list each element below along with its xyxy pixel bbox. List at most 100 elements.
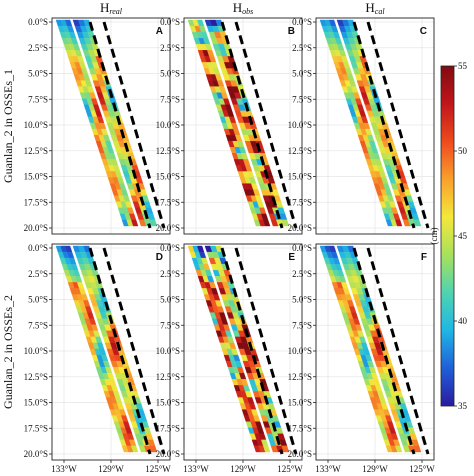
lat-tick-label: 12.5°S — [156, 146, 180, 156]
lat-tick-label: 2.5°S — [28, 269, 48, 279]
lat-tick-label: 20.0°S — [156, 449, 180, 459]
panel-letter: F — [421, 252, 427, 263]
title-subscript: obs — [242, 7, 253, 16]
swath-cell — [413, 219, 422, 227]
colorbar-tick-label: 50 — [458, 146, 468, 156]
lat-tick-label: 2.5°S — [28, 43, 48, 53]
swath-cell — [413, 445, 422, 453]
lat-tick-label: 17.5°S — [156, 197, 180, 207]
lat-tick-label: 5.0°S — [292, 295, 312, 305]
lat-tick-label: 5.0°S — [160, 295, 180, 305]
track-dashed-line — [234, 21, 298, 229]
track-dashed-line — [88, 21, 152, 229]
lat-tick-label: 0.0°S — [160, 243, 180, 253]
lat-tick-label: 5.0°S — [28, 69, 48, 79]
track-dashed-line — [366, 21, 430, 229]
lat-tick-label: 10.0°S — [24, 120, 48, 130]
lat-tick-label: 10.0°S — [24, 346, 48, 356]
panel-f: F 0.0°S 2.5°S 5.0°S 7.5°S 10.0°S 12.5°S 15.0°S 1… — [288, 243, 436, 474]
title-main: H — [365, 0, 374, 15]
lon-tick-label: 125°W — [277, 464, 303, 474]
colorbar-tick-label: 40 — [458, 316, 468, 326]
column-titles: Hreal Hobs Hcal — [100, 0, 385, 16]
lat-tick-label: 2.5°S — [292, 269, 312, 279]
swath-cell — [281, 219, 290, 227]
colorbar-tick-label: 35 — [458, 401, 468, 411]
lat-tick-label: 2.5°S — [160, 43, 180, 53]
lat-tick-label: 17.5°S — [24, 423, 48, 433]
lat-tick-label: 17.5°S — [156, 423, 180, 433]
lat-tick-label: 10.0°S — [288, 120, 312, 130]
lat-tick-label: 15.0°S — [156, 398, 180, 408]
lon-tick-label: 129°W — [362, 464, 388, 474]
lat-tick-label: 10.0°S — [156, 120, 180, 130]
colorbar-bar — [440, 65, 455, 407]
row-label: Guanlan_2 in OSSEs_2 — [1, 295, 15, 409]
column-title: Hobs — [233, 0, 254, 16]
panel-frame — [315, 17, 435, 235]
swath-cell — [395, 445, 403, 453]
row-label: Guanlan_2 in OSSEs_1 — [1, 69, 15, 183]
lat-tick-label: 7.5°S — [160, 94, 180, 104]
panel-grid: A 0.0°S 2.5°S 5.0°S 7.5°S 10.0°S 12.5°S 15.0°S 1… — [24, 17, 436, 474]
swath-cell — [149, 445, 158, 453]
lon-tick-label: 125°W — [409, 464, 435, 474]
lat-tick-label: 0.0°S — [28, 17, 48, 27]
panel-letter: C — [420, 26, 427, 37]
lat-tick-label: 17.5°S — [24, 197, 48, 207]
lat-tick-label: 20.0°S — [24, 223, 48, 233]
lon-tick-label: 125°W — [145, 464, 171, 474]
lat-tick-label: 15.0°S — [288, 398, 312, 408]
panel-letter: B — [288, 26, 295, 37]
lat-tick-label: 20.0°S — [288, 449, 312, 459]
lat-tick-label: 7.5°S — [28, 94, 48, 104]
panel-a: A 0.0°S 2.5°S 5.0°S 7.5°S 10.0°S 12.5°S 15.0°S 1… — [24, 17, 171, 235]
lon-tick-label: 133°W — [315, 464, 341, 474]
lon-tick-label: 133°W — [51, 464, 77, 474]
title-subscript: real — [109, 7, 122, 16]
swath-cell — [281, 445, 290, 453]
lat-tick-label: 2.5°S — [292, 43, 312, 53]
lat-tick-label: 20.0°S — [288, 223, 312, 233]
row-labels: Guanlan_2 in OSSEs_1 Guanlan_2 in OSSEs_2 — [1, 69, 15, 409]
lat-tick-label: 12.5°S — [288, 372, 312, 382]
lat-tick-label: 0.0°S — [292, 17, 312, 27]
column-title: Hreal — [100, 0, 123, 16]
panel-c: C 0.0°S 2.5°S 5.0°S 7.5°S 10.0°S 12.5°S 15.0°S 1… — [288, 17, 435, 235]
lon-tick-label: 133°W — [183, 464, 209, 474]
lat-tick-label: 7.5°S — [28, 320, 48, 330]
lat-tick-label: 12.5°S — [24, 146, 48, 156]
colorbar-tick-label: 45 — [458, 231, 468, 241]
track-dashed-line — [102, 21, 166, 229]
lon-tick-label: 129°W — [230, 464, 256, 474]
lat-tick-label: 15.0°S — [288, 172, 312, 182]
panel-letter: E — [288, 252, 295, 263]
lat-tick-label: 15.0°S — [24, 398, 48, 408]
swath-cell — [131, 445, 139, 453]
lat-tick-label: 17.5°S — [288, 197, 312, 207]
panel-letter: D — [156, 252, 163, 263]
title-main: H — [100, 0, 109, 15]
colorbar-tick-label: 55 — [458, 61, 468, 71]
panel-letter: A — [156, 26, 163, 37]
panel-e: E 0.0°S 2.5°S 5.0°S 7.5°S 10.0°S 12.5°S 15.0°S 1… — [156, 243, 304, 474]
lat-tick-label: 20.0°S — [156, 223, 180, 233]
lat-tick-label: 7.5°S — [160, 320, 180, 330]
lat-tick-label: 15.0°S — [156, 172, 180, 182]
track-dashed-line — [220, 247, 284, 455]
lat-tick-label: 5.0°S — [292, 69, 312, 79]
lat-tick-label: 10.0°S — [288, 346, 312, 356]
swath-cell — [149, 219, 158, 227]
lat-tick-label: 12.5°S — [288, 146, 312, 156]
panel-frame — [183, 17, 303, 235]
lat-tick-label: 10.0°S — [156, 346, 180, 356]
track-dashed-line — [88, 247, 152, 455]
colorbar: 55 50 45 40 35 (cm) — [429, 61, 468, 411]
panel-frame — [51, 17, 171, 235]
panel-d: D 0.0°S 2.5°S 5.0°S 7.5°S 10.0°S 12.5°S 15.0°S 1… — [24, 243, 172, 474]
swath-cell — [263, 219, 271, 227]
lat-tick-label: 17.5°S — [288, 423, 312, 433]
track-dashed-line — [366, 247, 430, 455]
title-subscript: cal — [375, 7, 386, 16]
